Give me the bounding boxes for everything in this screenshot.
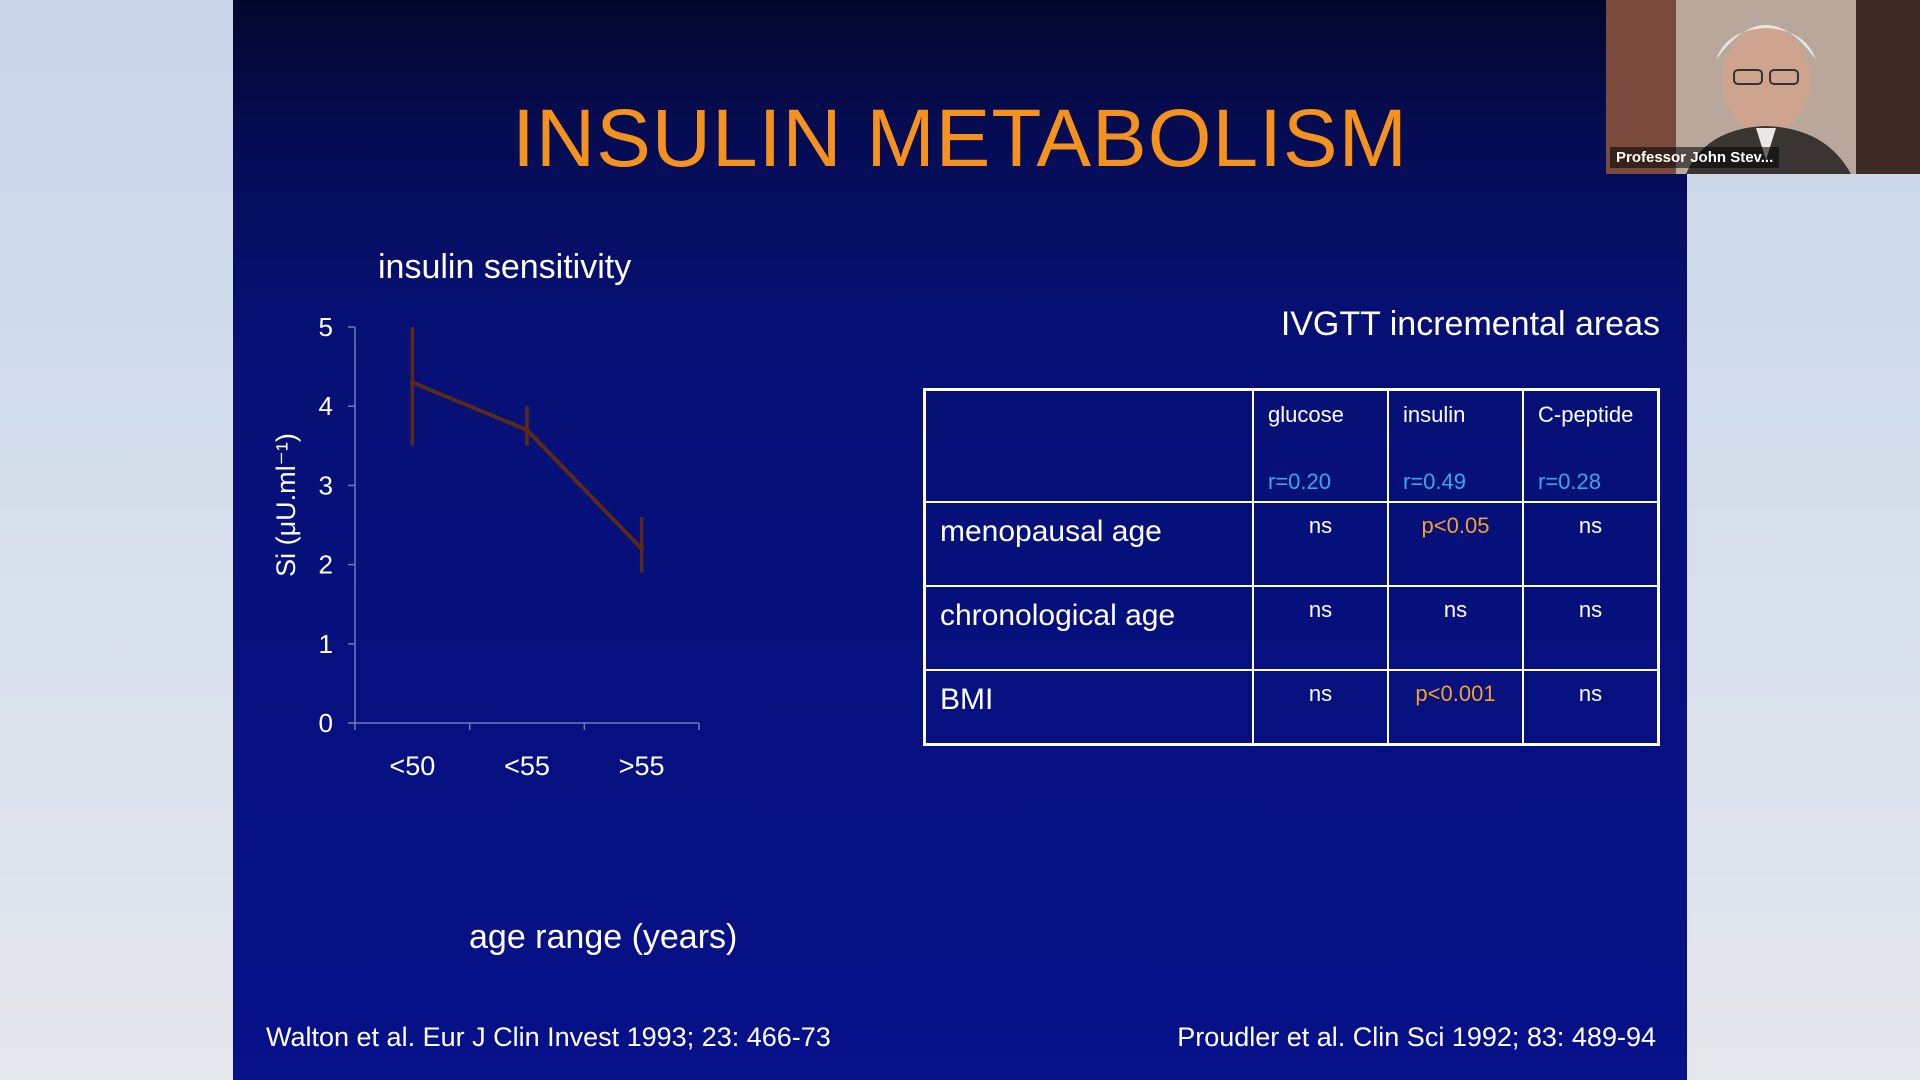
- table-cell: ns: [1522, 585, 1660, 672]
- row-label: chronological age: [923, 585, 1254, 672]
- table-title: IVGTT incremental areas: [1280, 305, 1660, 343]
- column-header-glucose: glucose r=0.20: [1252, 388, 1389, 504]
- row-label: menopausal age: [923, 501, 1254, 588]
- y-tick-label: 3: [319, 470, 333, 500]
- column-name: glucose: [1268, 402, 1344, 427]
- x-tick-label: <55: [504, 751, 550, 781]
- y-tick-label: 5: [319, 312, 333, 342]
- data-point: [409, 379, 415, 385]
- table-corner-cell: [923, 388, 1254, 504]
- slide-title: INSULIN METABOLISM: [512, 93, 1408, 184]
- table-cell: ns: [1252, 669, 1389, 746]
- y-tick-label: 2: [319, 550, 333, 580]
- x-tick-label: <50: [389, 751, 435, 781]
- y-tick-label: 1: [319, 629, 333, 659]
- table-cell: ns: [1522, 669, 1660, 746]
- column-r-value: r=0.49: [1403, 469, 1466, 494]
- reference-left: Walton et al. Eur J Clin Invest 1993; 23…: [266, 1022, 831, 1052]
- y-axis-label: Si (μU.ml⁻¹): [271, 433, 301, 577]
- column-name: insulin: [1403, 402, 1466, 427]
- table-row: chronological age ns ns ns: [923, 585, 1660, 672]
- table-row: menopausal age ns p<0.05 ns: [923, 501, 1660, 588]
- y-tick-label: 4: [319, 391, 333, 421]
- column-r-value: r=0.28: [1538, 469, 1601, 494]
- chart-x-axis-label: age range (years): [469, 918, 738, 956]
- table-cell: ns: [1252, 585, 1389, 672]
- column-header-c-peptide: C-peptide r=0.28: [1522, 388, 1660, 504]
- x-tick-label: >55: [619, 751, 665, 781]
- table-header-row: glucose r=0.20 insulin r=0.49 C-peptide …: [923, 388, 1660, 504]
- ivgtt-table: glucose r=0.20 insulin r=0.49 C-peptide …: [923, 388, 1660, 746]
- table-cell: ns: [1522, 501, 1660, 588]
- table-cell: ns: [1252, 501, 1389, 588]
- table-cell: p<0.001: [1387, 669, 1524, 746]
- chart-title: insulin sensitivity: [378, 248, 632, 286]
- table-row: BMI ns p<0.001 ns: [923, 669, 1660, 746]
- table-cell: ns: [1387, 585, 1524, 672]
- participant-name-label: Professor John Stev...: [1610, 147, 1780, 168]
- y-tick-label: 0: [319, 708, 333, 738]
- row-label: BMI: [923, 669, 1254, 746]
- reference-right: Proudler et al. Clin Sci 1992; 83: 489-9…: [1177, 1022, 1656, 1052]
- presentation-slide: INSULIN METABOLISM insulin sensitivity 0…: [233, 0, 1687, 1080]
- column-header-insulin: insulin r=0.49: [1387, 388, 1524, 504]
- table-cell: p<0.05: [1387, 501, 1524, 588]
- column-r-value: r=0.20: [1268, 469, 1331, 494]
- data-point: [524, 427, 530, 433]
- data-point: [639, 546, 645, 552]
- participant-video-tile[interactable]: Professor John Stev...: [1606, 0, 1920, 174]
- column-name: C-peptide: [1538, 402, 1634, 427]
- insulin-sensitivity-chart: 0 1 2 3 4 5 <50 <55 >55 Si (μU.ml⁻¹): [271, 312, 700, 781]
